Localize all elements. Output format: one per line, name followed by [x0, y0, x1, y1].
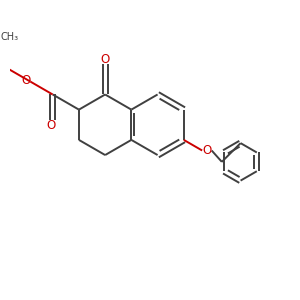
Text: CH₃: CH₃ — [1, 32, 19, 42]
Text: O: O — [202, 144, 212, 157]
Text: O: O — [22, 74, 31, 87]
Text: O: O — [46, 119, 56, 133]
Text: O: O — [100, 53, 110, 66]
